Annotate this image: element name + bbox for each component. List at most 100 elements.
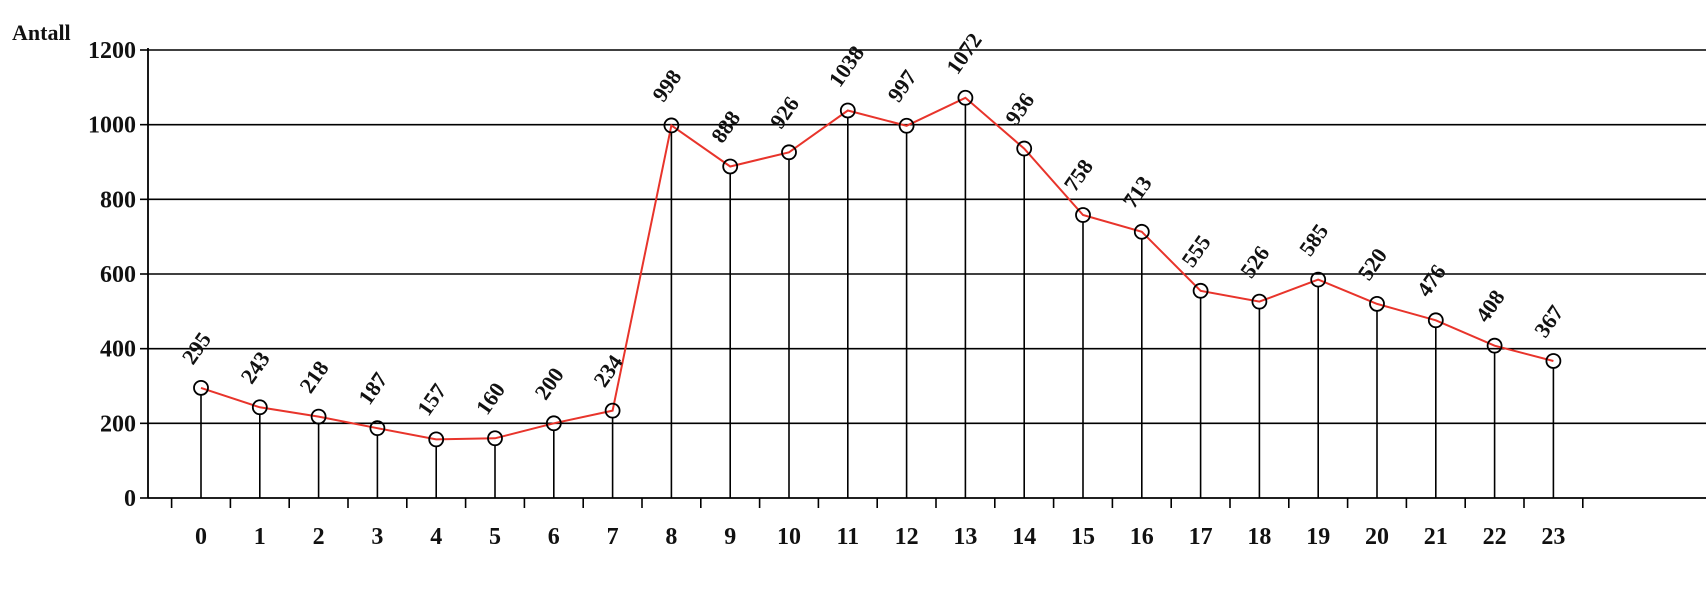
data-label-group-14: 936 bbox=[1000, 88, 1039, 129]
data-label-13: 1072 bbox=[941, 28, 987, 78]
data-point-7 bbox=[604, 402, 621, 419]
data-label-21: 476 bbox=[1411, 260, 1450, 301]
data-label-1: 243 bbox=[235, 347, 274, 388]
x-tick-label-2: 2 bbox=[313, 524, 325, 550]
data-point-5 bbox=[487, 430, 503, 447]
x-tick-label-6: 6 bbox=[548, 524, 560, 550]
data-label-group-0: 295 bbox=[177, 327, 216, 368]
data-label-17: 555 bbox=[1176, 230, 1215, 271]
y-tick-label-600: 600 bbox=[100, 262, 136, 288]
x-tick-label-18: 18 bbox=[1247, 524, 1271, 550]
x-tick-label-3: 3 bbox=[371, 524, 383, 550]
data-label-group-13: 1072 bbox=[941, 28, 987, 78]
x-axis-ticks: 0 1 2 3 4 5 6 7 8 9 10 11 12 13 14 15 16 17 18 19 20 21 22 23 bbox=[170, 498, 1584, 550]
y-axis-label: Antall bbox=[12, 20, 71, 45]
data-point-2 bbox=[310, 408, 327, 425]
x-tick-label-8: 8 bbox=[665, 524, 677, 550]
data-label-3: 187 bbox=[353, 368, 392, 409]
data-label-10: 926 bbox=[765, 92, 804, 133]
data-label-6: 200 bbox=[529, 363, 568, 404]
x-tick-label-14: 14 bbox=[1012, 524, 1036, 550]
data-label-2: 218 bbox=[294, 356, 333, 397]
x-tick-label-20: 20 bbox=[1365, 524, 1389, 550]
x-tick-label-1: 1 bbox=[254, 524, 266, 550]
gridlines bbox=[148, 49, 1706, 425]
x-tick-label-19: 19 bbox=[1306, 524, 1330, 550]
x-tick-label-23: 23 bbox=[1541, 524, 1565, 550]
data-label-23: 367 bbox=[1529, 300, 1568, 341]
data-label-group-16: 713 bbox=[1117, 171, 1156, 212]
data-label-group-23: 367 bbox=[1529, 300, 1568, 341]
data-label-group-17: 555 bbox=[1176, 230, 1215, 271]
data-points bbox=[193, 89, 1562, 448]
x-tick-label-4: 4 bbox=[430, 524, 442, 550]
y-tick-label-200: 200 bbox=[100, 411, 136, 437]
x-tick-label-7: 7 bbox=[607, 524, 619, 550]
x-tick-label-12: 12 bbox=[895, 524, 919, 550]
x-tick-label-9: 9 bbox=[724, 524, 736, 550]
data-point-0 bbox=[193, 379, 209, 396]
x-tick-label-5: 5 bbox=[489, 524, 501, 550]
x-tick-label-15: 15 bbox=[1071, 524, 1095, 550]
data-label-group-10: 926 bbox=[765, 92, 804, 133]
data-label-7: 234 bbox=[588, 350, 627, 391]
data-point-4 bbox=[428, 431, 445, 448]
data-point-18 bbox=[1251, 293, 1268, 310]
data-label-group-6: 200 bbox=[529, 363, 568, 404]
data-label-group-20: 520 bbox=[1353, 243, 1392, 284]
data-point-13 bbox=[957, 89, 974, 106]
y-tick-label-800: 800 bbox=[100, 187, 136, 213]
data-label-group-18: 526 bbox=[1235, 241, 1274, 282]
data-label-14: 936 bbox=[1000, 88, 1039, 129]
x-tick-label-10: 10 bbox=[777, 524, 801, 550]
x-tick-label-13: 13 bbox=[953, 524, 977, 550]
y-tick-label-400: 400 bbox=[100, 337, 136, 363]
data-label-18: 526 bbox=[1235, 241, 1274, 282]
data-point-9 bbox=[722, 158, 739, 175]
data-label-19: 585 bbox=[1294, 219, 1333, 260]
data-point-17 bbox=[1192, 282, 1209, 299]
data-label-15: 758 bbox=[1059, 154, 1098, 195]
x-tick-label-16: 16 bbox=[1130, 524, 1154, 550]
data-label-group-22: 408 bbox=[1470, 285, 1509, 326]
y-axis-ticks: 0 200 400 600 800 1000 1200 bbox=[88, 38, 148, 512]
series-line bbox=[200, 96, 1554, 441]
data-point-11 bbox=[839, 102, 856, 119]
data-label-20: 520 bbox=[1353, 243, 1392, 284]
data-label-group-3: 187 bbox=[353, 368, 392, 409]
data-label-group-2: 218 bbox=[294, 356, 333, 397]
data-label-group-19: 585 bbox=[1294, 219, 1333, 260]
data-label-11: 1038 bbox=[823, 41, 869, 91]
data-label-group-4: 157 bbox=[412, 379, 451, 420]
series-path bbox=[200, 96, 1554, 441]
data-label-16: 713 bbox=[1117, 171, 1156, 212]
data-label-0: 295 bbox=[177, 327, 216, 368]
data-point-20 bbox=[1369, 295, 1385, 312]
data-point-8 bbox=[663, 117, 680, 134]
data-point-12 bbox=[898, 117, 915, 134]
y-tick-label-1200: 1200 bbox=[88, 38, 136, 64]
axes bbox=[147, 48, 1706, 499]
data-point-22 bbox=[1486, 337, 1503, 354]
data-label-group-21: 476 bbox=[1411, 260, 1450, 301]
data-point-14 bbox=[1016, 140, 1033, 157]
data-label-group-11: 1038 bbox=[823, 41, 869, 91]
data-point-1 bbox=[251, 399, 268, 416]
data-label-4: 157 bbox=[412, 379, 451, 420]
data-label-group-1: 243 bbox=[235, 347, 274, 388]
data-label-8: 998 bbox=[647, 65, 686, 106]
x-tick-label-17: 17 bbox=[1189, 524, 1213, 550]
data-point-21 bbox=[1427, 312, 1444, 329]
data-point-19 bbox=[1310, 271, 1327, 288]
data-label-group-15: 758 bbox=[1059, 154, 1098, 195]
data-point-6 bbox=[545, 415, 562, 432]
x-tick-label-21: 21 bbox=[1424, 524, 1448, 550]
x-tick-label-22: 22 bbox=[1483, 524, 1507, 550]
data-label-group-7: 234 bbox=[588, 350, 627, 391]
drop-lines bbox=[200, 104, 1555, 498]
data-label-12: 997 bbox=[882, 65, 921, 106]
data-label-5: 160 bbox=[471, 378, 510, 419]
x-tick-label-0: 0 bbox=[195, 524, 207, 550]
data-labels: 295 243 218 187 157 160 200 234 998 888 926 1038 997… bbox=[177, 28, 1569, 420]
